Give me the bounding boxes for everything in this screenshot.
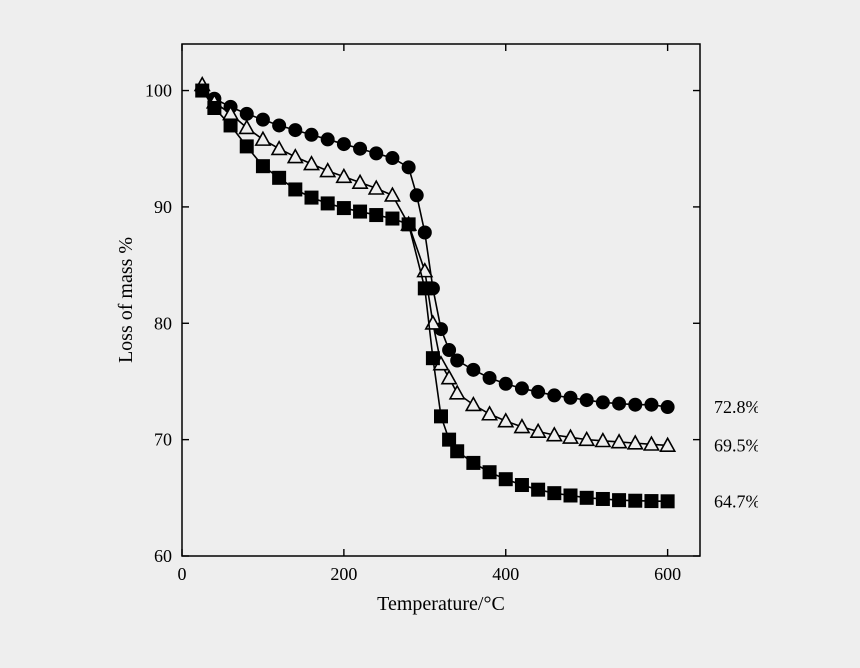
x-tick-label: 400 — [492, 564, 519, 584]
marker-circle — [386, 152, 398, 164]
marker-square — [532, 483, 544, 495]
marker-circle — [500, 378, 512, 390]
marker-triangle — [321, 164, 335, 177]
marker-circle — [402, 161, 414, 173]
marker-circle — [564, 392, 576, 404]
marker-circle — [467, 364, 479, 376]
marker-square — [273, 172, 285, 184]
marker-circle — [257, 113, 269, 125]
marker-circle — [354, 143, 366, 155]
marker-square — [500, 473, 512, 485]
marker-square — [289, 183, 301, 195]
y-tick-label: 80 — [154, 313, 172, 333]
y-tick-label: 90 — [154, 197, 172, 217]
marker-circle — [629, 399, 641, 411]
marker-triangle — [450, 386, 464, 399]
marker-square — [224, 119, 236, 131]
marker-circle — [661, 401, 673, 413]
marker-circle — [613, 397, 625, 409]
x-tick-label: 600 — [654, 564, 681, 584]
y-tick-labels: 60 70 80 90 100 — [145, 81, 172, 566]
x-tick-labels: 0 200 400 600 — [178, 564, 682, 584]
marker-square — [427, 352, 439, 364]
marker-square — [354, 205, 366, 217]
marker-square — [402, 218, 414, 230]
marker-square — [629, 495, 641, 507]
marker-circle — [516, 382, 528, 394]
marker-square — [564, 489, 576, 501]
marker-square — [386, 212, 398, 224]
marker-triangle — [466, 398, 480, 411]
marker-circle — [241, 108, 253, 120]
marker-circle — [548, 389, 560, 401]
marker-circle — [532, 386, 544, 398]
marker-circle — [645, 399, 657, 411]
marker-triangle — [499, 414, 513, 427]
marker-circle — [321, 133, 333, 145]
chart-series — [195, 78, 675, 508]
marker-square — [661, 495, 673, 507]
marker-square — [443, 433, 455, 445]
marker-square — [321, 197, 333, 209]
marker-triangle — [385, 188, 399, 201]
marker-square — [435, 410, 447, 422]
x-ticks — [182, 44, 668, 556]
marker-triangle — [353, 175, 367, 188]
marker-square — [613, 494, 625, 506]
marker-circle — [580, 394, 592, 406]
marker-triangle — [272, 142, 286, 155]
marker-triangle — [288, 150, 302, 163]
y-tick-label: 60 — [154, 546, 172, 566]
marker-square — [241, 140, 253, 152]
marker-circle — [411, 189, 423, 201]
marker-triangle — [337, 170, 351, 183]
marker-square — [580, 492, 592, 504]
marker-square — [467, 457, 479, 469]
marker-circle — [273, 119, 285, 131]
marker-square — [208, 102, 220, 114]
x-tick-label: 200 — [330, 564, 357, 584]
marker-circle — [443, 344, 455, 356]
marker-triangle — [515, 420, 529, 433]
marker-circle — [597, 396, 609, 408]
marker-square — [370, 209, 382, 221]
marker-square — [305, 191, 317, 203]
marker-circle — [483, 372, 495, 384]
tga-chart: 0 200 400 600 60 70 80 90 100 Temperature/°C Lo… — [108, 30, 758, 638]
marker-square — [483, 466, 495, 478]
marker-square — [419, 282, 431, 294]
marker-circle — [338, 138, 350, 150]
series-line-triangle — [202, 85, 667, 446]
end-label-circle: 72.8% — [714, 397, 758, 417]
series-end-labels: 72.8% 69.5% 64.7% — [714, 397, 758, 511]
marker-square — [645, 495, 657, 507]
marker-triangle — [304, 157, 318, 170]
marker-square — [338, 202, 350, 214]
x-axis-label: Temperature/°C — [377, 593, 505, 615]
marker-circle — [419, 226, 431, 238]
marker-triangle — [256, 132, 270, 145]
marker-circle — [289, 124, 301, 136]
marker-triangle — [482, 407, 496, 420]
marker-square — [257, 160, 269, 172]
end-label-triangle: 69.5% — [714, 435, 758, 455]
x-tick-label: 0 — [178, 564, 187, 584]
end-label-square: 64.7% — [714, 491, 758, 511]
y-tick-label: 100 — [145, 81, 172, 101]
marker-circle — [305, 129, 317, 141]
marker-triangle — [369, 181, 383, 194]
marker-square — [597, 493, 609, 505]
y-tick-label: 70 — [154, 430, 172, 450]
marker-square — [516, 479, 528, 491]
marker-circle — [451, 354, 463, 366]
marker-square — [548, 487, 560, 499]
marker-triangle — [442, 371, 456, 384]
marker-square — [451, 445, 463, 457]
marker-circle — [370, 147, 382, 159]
y-axis-label: Loss of mass % — [115, 237, 137, 363]
marker-square — [196, 84, 208, 96]
